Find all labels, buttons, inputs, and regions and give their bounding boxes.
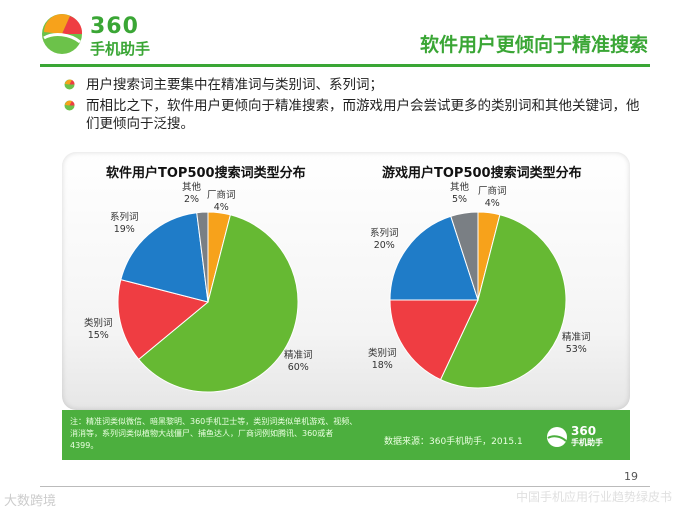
chart-title-software: 软件用户TOP500搜索词类型分布	[106, 166, 306, 181]
bullet-ball-icon	[64, 100, 75, 111]
pie-slice-precise	[137, 214, 299, 393]
label-precise-software: 精准词 60%	[284, 350, 313, 373]
brand-logo: 360 手机助手	[40, 12, 180, 58]
pie-slice-other	[196, 211, 209, 303]
logo-number: 360	[90, 14, 139, 39]
bullet-list: 用户搜索词主要集中在精准词与类别词、系列词； 而相比之下，软件用户更倾向于精准搜…	[64, 76, 644, 136]
footer-divider	[40, 486, 650, 487]
note-bar: 注：精准词类似微信、暗黑黎明、360手机卫士等，类别词类似单机游戏、视频、消消等…	[62, 410, 630, 460]
bullet-text: 而相比之下，软件用户更倾向于精准搜索，而游戏用户会尝试更多的类别词和其他关键词，…	[86, 98, 640, 132]
title-divider	[40, 64, 650, 67]
pie-slice-category	[117, 279, 210, 361]
pie-slice-series	[389, 215, 479, 301]
label-series-software: 系列词 19%	[110, 212, 139, 235]
page-title: 软件用户更倾向于精准搜索	[419, 34, 648, 56]
bullet-item: 用户搜索词主要集中在精准词与类别词、系列词；	[64, 76, 644, 94]
bullet-ball-icon	[64, 79, 75, 90]
label-category-software: 类别词 15%	[84, 318, 113, 341]
watermark: 大数跨境	[4, 494, 57, 509]
label-vendor-game: 厂商词 4%	[478, 186, 507, 209]
logo-ball-icon	[42, 14, 83, 54]
note-logo-number: 360	[571, 424, 597, 438]
pie-slice-series	[120, 212, 209, 303]
logo-ball-icon	[547, 427, 567, 447]
label-category-game: 类别词 18%	[368, 348, 397, 371]
page-number: 19	[624, 470, 638, 483]
logo-name: 手机助手	[90, 40, 151, 58]
label-series-game: 系列词 20%	[370, 228, 399, 251]
pie-slice-other	[450, 211, 479, 301]
label-other-software: 其他 2%	[182, 182, 202, 205]
data-source: 数据来源：360手机助手，2015.1	[384, 437, 523, 447]
note-logo-name: 手机助手	[571, 438, 603, 447]
pie-chart-game	[389, 211, 567, 389]
footer-title: 中国手机应用行业趋势绿皮书	[515, 490, 672, 504]
label-other-game: 其他 5%	[450, 182, 470, 205]
label-precise-game: 精准词 53%	[562, 332, 591, 355]
charts-panel: 软件用户TOP500搜索词类型分布 游戏用户TOP500搜索词类型分布 其他 2%…	[62, 152, 630, 410]
pie-slice-precise	[439, 214, 567, 389]
note-logo: 360 手机助手	[546, 424, 618, 450]
bullet-item: 而相比之下，软件用户更倾向于精准搜索，而游戏用户会尝试更多的类别词和其他关键词，…	[64, 97, 644, 133]
note-text: 注：精准词类似微信、暗黑黎明、360手机卫士等，类别词类似单机游戏、视频、消消等…	[70, 417, 358, 450]
bullet-text: 用户搜索词主要集中在精准词与类别词、系列词；	[86, 77, 383, 93]
label-vendor-software: 厂商词 4%	[207, 190, 236, 213]
pie-slice-category	[389, 299, 479, 381]
chart-title-game: 游戏用户TOP500搜索词类型分布	[382, 166, 582, 181]
pie-chart-software	[117, 211, 299, 393]
